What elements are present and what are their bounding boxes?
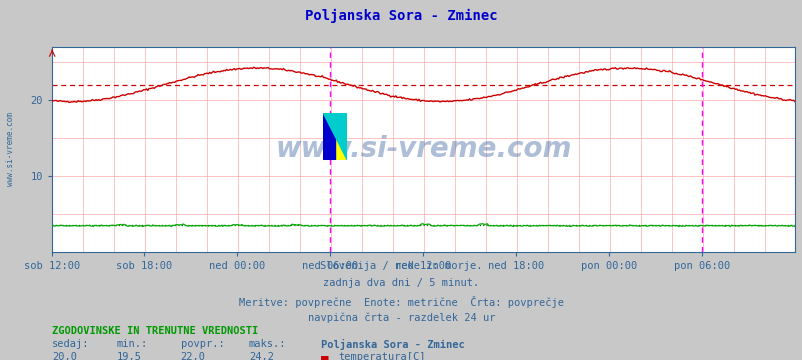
Text: Poljanska Sora - Zminec: Poljanska Sora - Zminec xyxy=(305,9,497,23)
Text: zadnja dva dni / 5 minut.: zadnja dva dni / 5 minut. xyxy=(323,278,479,288)
Text: navpična črta - razdelek 24 ur: navpična črta - razdelek 24 ur xyxy=(307,313,495,323)
Text: min.:: min.: xyxy=(116,339,148,349)
Text: 20,0: 20,0 xyxy=(52,352,77,360)
Bar xyxy=(322,113,334,160)
Text: 22,0: 22,0 xyxy=(180,352,205,360)
Text: 19,5: 19,5 xyxy=(116,352,141,360)
Bar xyxy=(334,113,346,160)
Text: Meritve: povprečne  Enote: metrične  Črta: povprečje: Meritve: povprečne Enote: metrične Črta:… xyxy=(239,296,563,307)
Text: www.si-vreme.com: www.si-vreme.com xyxy=(275,135,571,163)
Text: sedaj:: sedaj: xyxy=(52,339,90,349)
Text: temperatura[C]: temperatura[C] xyxy=(338,352,426,360)
Text: 24,2: 24,2 xyxy=(249,352,273,360)
Text: ZGODOVINSKE IN TRENUTNE VREDNOSTI: ZGODOVINSKE IN TRENUTNE VREDNOSTI xyxy=(52,326,258,336)
Text: maks.:: maks.: xyxy=(249,339,286,349)
Text: ■: ■ xyxy=(321,352,328,360)
Text: Poljanska Sora - Zminec: Poljanska Sora - Zminec xyxy=(321,339,464,350)
Polygon shape xyxy=(322,113,346,160)
Text: Slovenija / reke in morje.: Slovenija / reke in morje. xyxy=(320,261,482,271)
Text: www.si-vreme.com: www.si-vreme.com xyxy=(6,112,15,186)
Text: povpr.:: povpr.: xyxy=(180,339,224,349)
